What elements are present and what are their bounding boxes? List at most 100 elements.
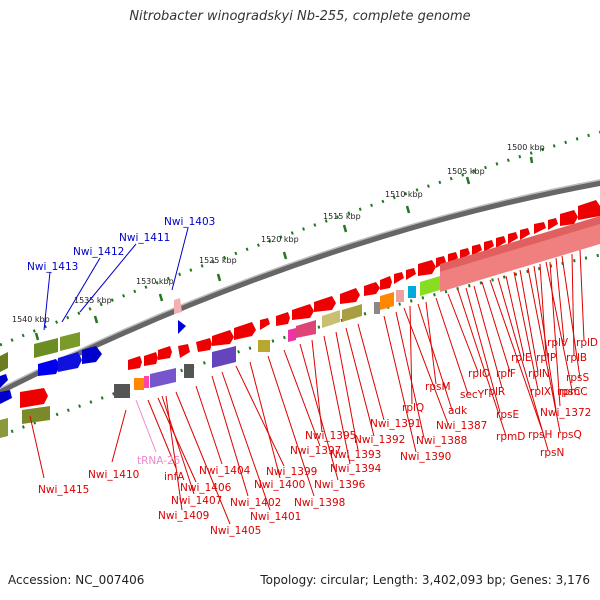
leader-line bbox=[519, 269, 539, 373]
gene-arrow bbox=[548, 218, 558, 230]
gene-box bbox=[408, 286, 416, 298]
leader-line bbox=[489, 279, 543, 431]
gene-arrow bbox=[60, 332, 80, 351]
leader-line bbox=[473, 285, 503, 389]
tick-label: 1505 kbp bbox=[447, 167, 485, 176]
leader-line bbox=[335, 331, 359, 451]
genome-backbone bbox=[0, 179, 600, 395]
leader-line bbox=[571, 253, 575, 357]
gene-arrow bbox=[508, 232, 518, 244]
leader-line bbox=[549, 261, 561, 407]
leader-line bbox=[457, 289, 507, 437]
leader-lines-bottom bbox=[29, 249, 585, 525]
gene-box bbox=[440, 222, 600, 292]
gene-label: rpmD bbox=[496, 431, 525, 443]
gene-box bbox=[288, 328, 296, 342]
gene-label: rpsS bbox=[566, 372, 589, 384]
tick-mark bbox=[93, 315, 99, 324]
leader-line bbox=[425, 301, 437, 385]
gene-label: Nwi_1388 bbox=[416, 435, 467, 447]
gene-label: Nwi_1398 bbox=[294, 497, 345, 509]
tick-label: 1510 kbp bbox=[385, 190, 423, 199]
gene-labels-bottom: Nwi_1415 Nwi_1410 tRNA-25 infA Nwi_1406 … bbox=[38, 337, 598, 537]
gene-label: Nwi_1412 bbox=[73, 246, 124, 258]
tick-label: 1525 kbp bbox=[199, 256, 237, 265]
gene-arrow bbox=[58, 352, 82, 372]
gene-label: rplV bbox=[547, 337, 569, 349]
leader-line bbox=[403, 307, 449, 425]
leader-line bbox=[175, 391, 231, 525]
gene-label: rpsQ bbox=[557, 429, 582, 441]
leader-line bbox=[311, 339, 323, 433]
leader-line bbox=[165, 395, 183, 511]
leader-line bbox=[383, 315, 417, 453]
gene-arrow bbox=[406, 268, 416, 280]
gene-label: Nwi_1390 bbox=[400, 451, 451, 463]
gene-label: Nwi_1404 bbox=[199, 465, 251, 477]
gene-label: rpsN bbox=[540, 447, 564, 459]
gene-arrow bbox=[38, 359, 60, 376]
accession-text: Accession: NC_007406 bbox=[8, 573, 145, 587]
gene-arrow bbox=[174, 298, 182, 314]
tick-mark bbox=[465, 176, 471, 185]
leader-line bbox=[545, 261, 573, 391]
tick-mark bbox=[34, 332, 40, 341]
gene-box bbox=[374, 302, 380, 314]
genome-info-text: Topology: circular; Length: 3,402,093 bp… bbox=[260, 573, 590, 587]
leader-line bbox=[527, 267, 561, 433]
gene-arrow bbox=[144, 352, 158, 366]
gene-arrow bbox=[0, 352, 8, 372]
gene-label: tRNA-25 bbox=[137, 455, 180, 467]
gene-label: Nwi_1402 bbox=[230, 497, 281, 509]
gene-label: Nwi_1406 bbox=[180, 482, 232, 494]
gene-box bbox=[440, 216, 600, 272]
leader-line bbox=[357, 323, 385, 421]
gene-label: infA bbox=[164, 471, 185, 483]
gene-label: Nwi_1372 bbox=[540, 407, 591, 419]
leader-line bbox=[555, 257, 565, 343]
leader-line bbox=[249, 361, 281, 479]
gene-arrow bbox=[22, 406, 50, 424]
tick-mark bbox=[158, 293, 164, 302]
tick-label: 1515 kbp bbox=[323, 212, 361, 221]
gene-label: rplF bbox=[496, 368, 516, 380]
gene-arrow bbox=[128, 356, 142, 370]
gene-arrow bbox=[534, 222, 546, 234]
gene-arrow bbox=[484, 240, 494, 252]
scale-ticks: 1500 kbp 1505 kbp 1510 kbp 1515 kbp 1520… bbox=[12, 143, 545, 341]
leader-line bbox=[497, 277, 549, 451]
gene-label: rpmC bbox=[559, 386, 588, 398]
leader-line bbox=[465, 287, 501, 413]
gene-label: rplQ bbox=[402, 402, 424, 414]
gene-features-lower bbox=[0, 216, 600, 438]
gene-label: rplD bbox=[576, 337, 598, 349]
leader-line bbox=[561, 255, 581, 379]
leader-line bbox=[147, 399, 177, 469]
tick-label: 1540 kbp bbox=[12, 315, 50, 324]
gene-arrow bbox=[178, 320, 186, 334]
tick-mark bbox=[529, 156, 534, 164]
gene-label: Nwi_1415 bbox=[38, 484, 89, 496]
gene-label: Nwi_1401 bbox=[250, 511, 301, 523]
gene-label: Nwi_1413 bbox=[27, 261, 78, 273]
gene-arrow bbox=[234, 322, 256, 340]
gene-arrow bbox=[178, 344, 190, 358]
tick-label: 1530 kbp bbox=[136, 277, 174, 286]
gene-label: rpsE bbox=[496, 409, 519, 421]
gene-box bbox=[184, 364, 194, 378]
leader-line bbox=[505, 275, 525, 357]
leader-line bbox=[417, 303, 453, 411]
gene-label: rplE bbox=[511, 352, 532, 364]
gene-label: rplB bbox=[566, 352, 587, 364]
gene-box bbox=[134, 378, 144, 390]
leader-line bbox=[157, 397, 197, 483]
leader-line bbox=[79, 243, 137, 313]
leader-line bbox=[481, 281, 511, 373]
gene-box bbox=[396, 290, 404, 302]
gene-label: Nwi_1397 bbox=[290, 445, 341, 457]
leader-line bbox=[447, 293, 479, 373]
leader-line bbox=[409, 305, 413, 405]
gene-box bbox=[258, 340, 270, 352]
leader-line bbox=[345, 327, 375, 437]
